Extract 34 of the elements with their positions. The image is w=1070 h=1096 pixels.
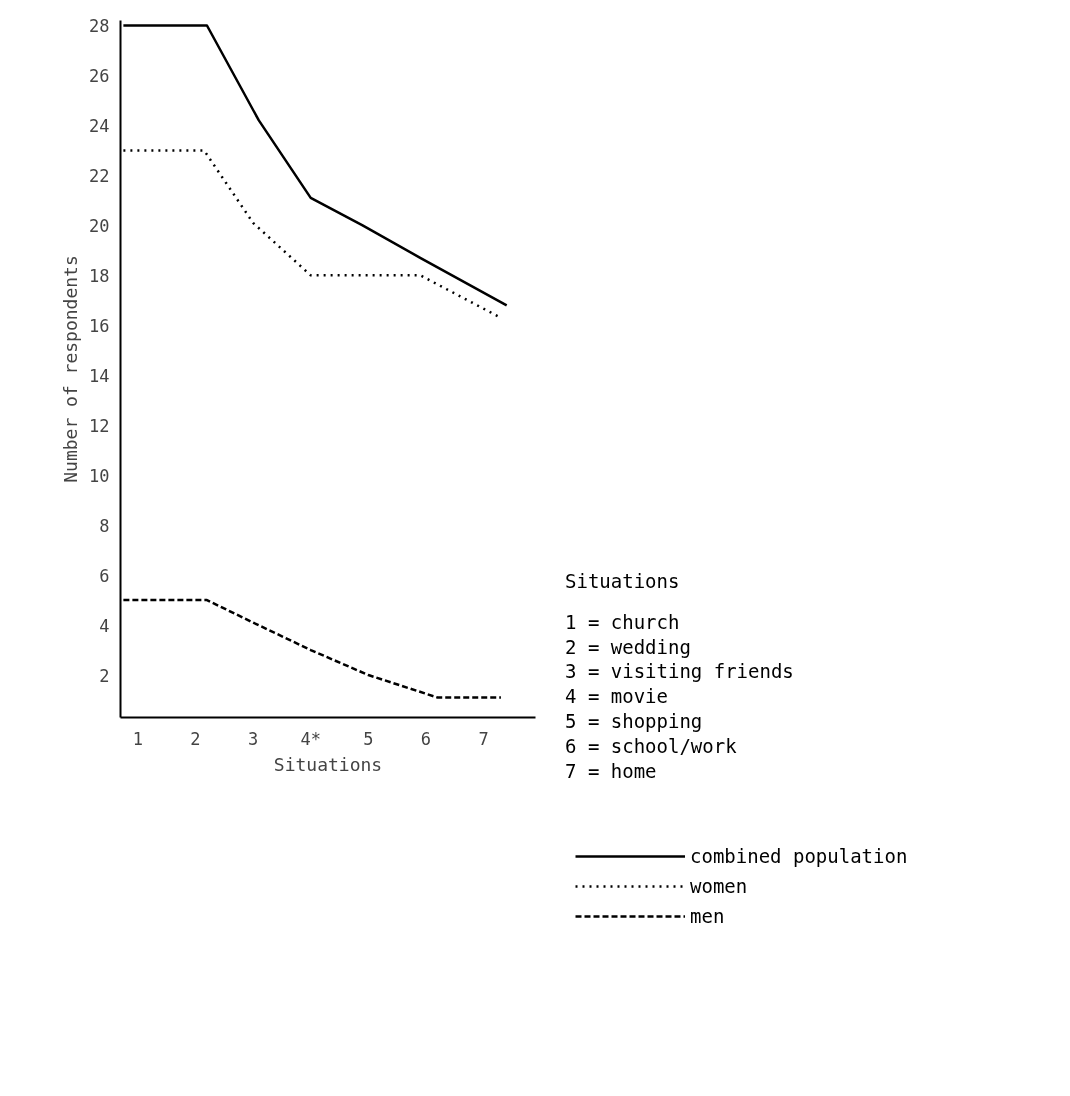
- text: 4 = movie: [565, 685, 669, 708]
- text: 2 = wedding: [565, 635, 692, 659]
- y-tick-label: 20: [89, 215, 110, 236]
- text: 7 = home: [565, 759, 658, 783]
- y-tick-label: 18: [89, 265, 110, 286]
- text: 5 = shopping: [565, 709, 704, 733]
- y-tick-label: 24: [89, 115, 110, 136]
- y-tick-label: 16: [89, 315, 110, 336]
- x-tick-label: 2: [190, 728, 201, 749]
- y-tick-label: 14: [89, 365, 110, 386]
- text: 3 = visiting friends: [565, 660, 794, 684]
- x-tick-label: 7: [478, 728, 489, 749]
- text: men: [690, 905, 725, 927]
- y-tick-label: 22: [89, 165, 110, 186]
- text: Situations: [565, 570, 681, 593]
- y-tick-label: 26: [89, 65, 110, 86]
- y-tick-label: 6: [99, 565, 110, 586]
- y-tick-label: 2: [99, 665, 110, 686]
- x-tick-label: 1: [132, 728, 143, 749]
- x-axis-title: Situations: [273, 753, 383, 775]
- text: combined population: [690, 845, 908, 867]
- y-tick-label: 12: [89, 415, 110, 436]
- y-tick-label: 28: [89, 16, 110, 36]
- y-axis-title: Number of respondents: [60, 255, 82, 483]
- y-tick-label: 4: [99, 615, 110, 636]
- y-tick-label: 8: [99, 515, 110, 536]
- text: 1 = church: [565, 610, 681, 634]
- x-tick-label: 6: [420, 728, 432, 749]
- text: women: [690, 875, 748, 897]
- y-tick-label: 10: [89, 465, 110, 486]
- x-tick-label: 4*: [300, 728, 321, 749]
- x-tick-label: 3: [247, 728, 259, 749]
- x-tick-label: 5: [363, 728, 374, 749]
- text: 6 = school/work: [565, 734, 738, 758]
